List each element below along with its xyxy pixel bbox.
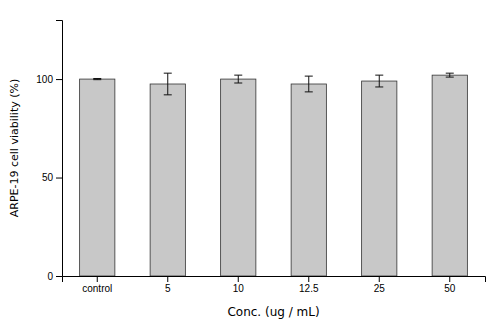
tick-label: 50: [444, 283, 456, 294]
error-bar: [446, 73, 454, 77]
bar: [291, 84, 326, 276]
tick-label: 0: [47, 271, 53, 282]
error-bar: [93, 78, 101, 79]
tick-mark: [56, 178, 62, 179]
error-bar: [305, 76, 313, 92]
y-axis: 0 50 100: [36, 21, 62, 282]
tick: control: [82, 276, 112, 294]
tick: 100: [36, 74, 62, 85]
tick-mark: [308, 276, 309, 282]
axis-line: [56, 21, 63, 277]
error-cap: [446, 73, 454, 74]
tick-mark: [56, 276, 62, 277]
tick-label: 10: [233, 283, 245, 294]
tick: 12.5: [299, 276, 319, 294]
tick-mark: [379, 276, 380, 282]
x-axis: control 5 10 12.5 25 50: [63, 276, 486, 294]
tick-mark: [449, 276, 450, 282]
marks: [80, 73, 468, 276]
tick-mark: [56, 79, 62, 80]
error-cap: [234, 83, 242, 84]
tick: 50: [444, 276, 456, 294]
tick-mark: [238, 276, 239, 282]
error-line: [167, 73, 168, 95]
error-line: [449, 73, 450, 77]
bar: [362, 81, 397, 276]
error-line: [308, 76, 309, 92]
error-cap: [305, 91, 313, 92]
tick-mark: [97, 276, 98, 282]
error-cap: [164, 73, 172, 74]
error-cap: [375, 75, 383, 76]
error-bar: [164, 73, 172, 95]
tick-label: 12.5: [299, 283, 319, 294]
tick: 10: [233, 276, 245, 294]
bar: [432, 75, 467, 276]
error-cap: [93, 79, 101, 80]
tick: 25: [374, 276, 386, 294]
chart: control 5 10 12.5 25 50 0 50 100 Conc. (ug / mL) A…: [0, 0, 500, 328]
x-axis-title: Conc. (ug / mL): [227, 305, 319, 319]
error-bar: [375, 75, 383, 87]
tick-mark: [167, 276, 168, 282]
error-cap: [234, 75, 242, 76]
tick-label: 5: [165, 283, 171, 294]
error-cap: [93, 78, 101, 79]
axis-line: [63, 277, 486, 283]
bar: [150, 84, 185, 276]
tick: 5: [165, 276, 171, 294]
tick-label: control: [82, 283, 112, 294]
error-line: [379, 75, 380, 87]
tick-label: 25: [374, 283, 386, 294]
tick-label: 100: [36, 74, 53, 85]
bar: [221, 79, 256, 276]
tick: 0: [47, 271, 62, 282]
tick-label: 50: [42, 172, 54, 183]
error-cap: [446, 77, 454, 78]
error-line: [238, 75, 239, 83]
error-cap: [164, 94, 172, 95]
error-bar: [234, 75, 242, 83]
y-axis-title: ARPE-19 cell viability (%): [8, 79, 21, 217]
error-cap: [375, 86, 383, 87]
plot: control 5 10 12.5 25 50 0 50 100: [36, 21, 485, 295]
error-cap: [305, 76, 313, 77]
tick: 50: [42, 172, 62, 183]
bar: [80, 79, 115, 276]
